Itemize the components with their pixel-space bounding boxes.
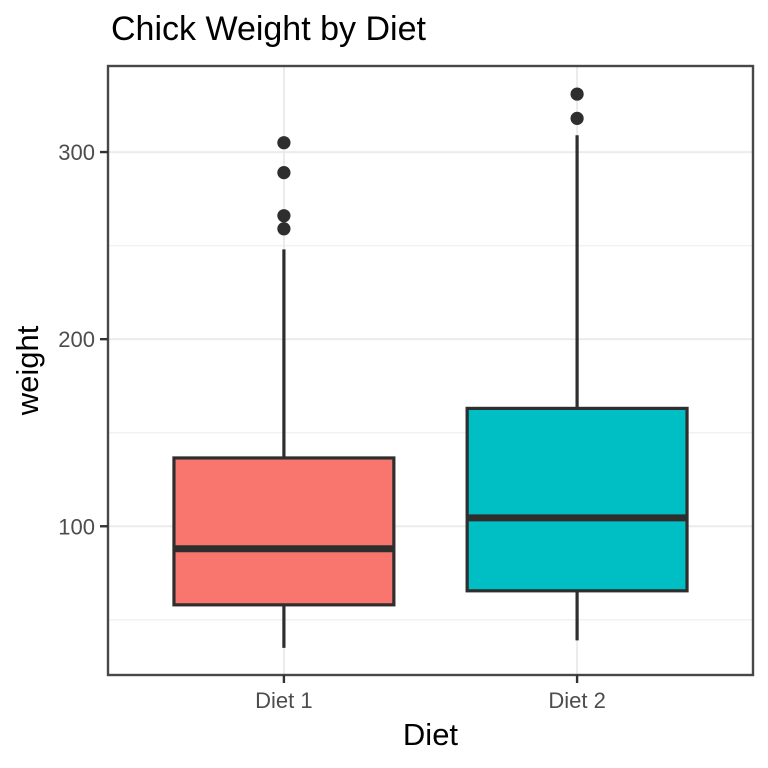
outlier-point	[277, 209, 291, 223]
box-diet-1	[172, 456, 396, 607]
box-diet-2	[465, 406, 689, 593]
x-axis: Diet 1 Diet 2	[255, 675, 606, 713]
y-tick-label: 300	[58, 140, 95, 165]
outlier-point	[277, 222, 291, 236]
series-diet-2	[465, 87, 689, 641]
x-tick-label: Diet 1	[255, 688, 312, 713]
outlier-point	[570, 111, 584, 125]
outlier-point	[277, 136, 291, 150]
x-axis-title: Diet	[403, 717, 459, 752]
panel-border	[106, 64, 755, 677]
y-axis: 100 200 300	[58, 140, 108, 539]
y-tick-label: 200	[58, 327, 95, 352]
outlier-point	[570, 87, 584, 101]
y-axis-title: weight	[10, 325, 45, 416]
outlier-point	[277, 166, 291, 180]
y-tick-label: 100	[58, 514, 95, 539]
plot-title: Chick Weight by Diet	[111, 10, 426, 48]
x-tick-label: Diet 2	[548, 688, 605, 713]
series-diet-1	[172, 136, 396, 648]
